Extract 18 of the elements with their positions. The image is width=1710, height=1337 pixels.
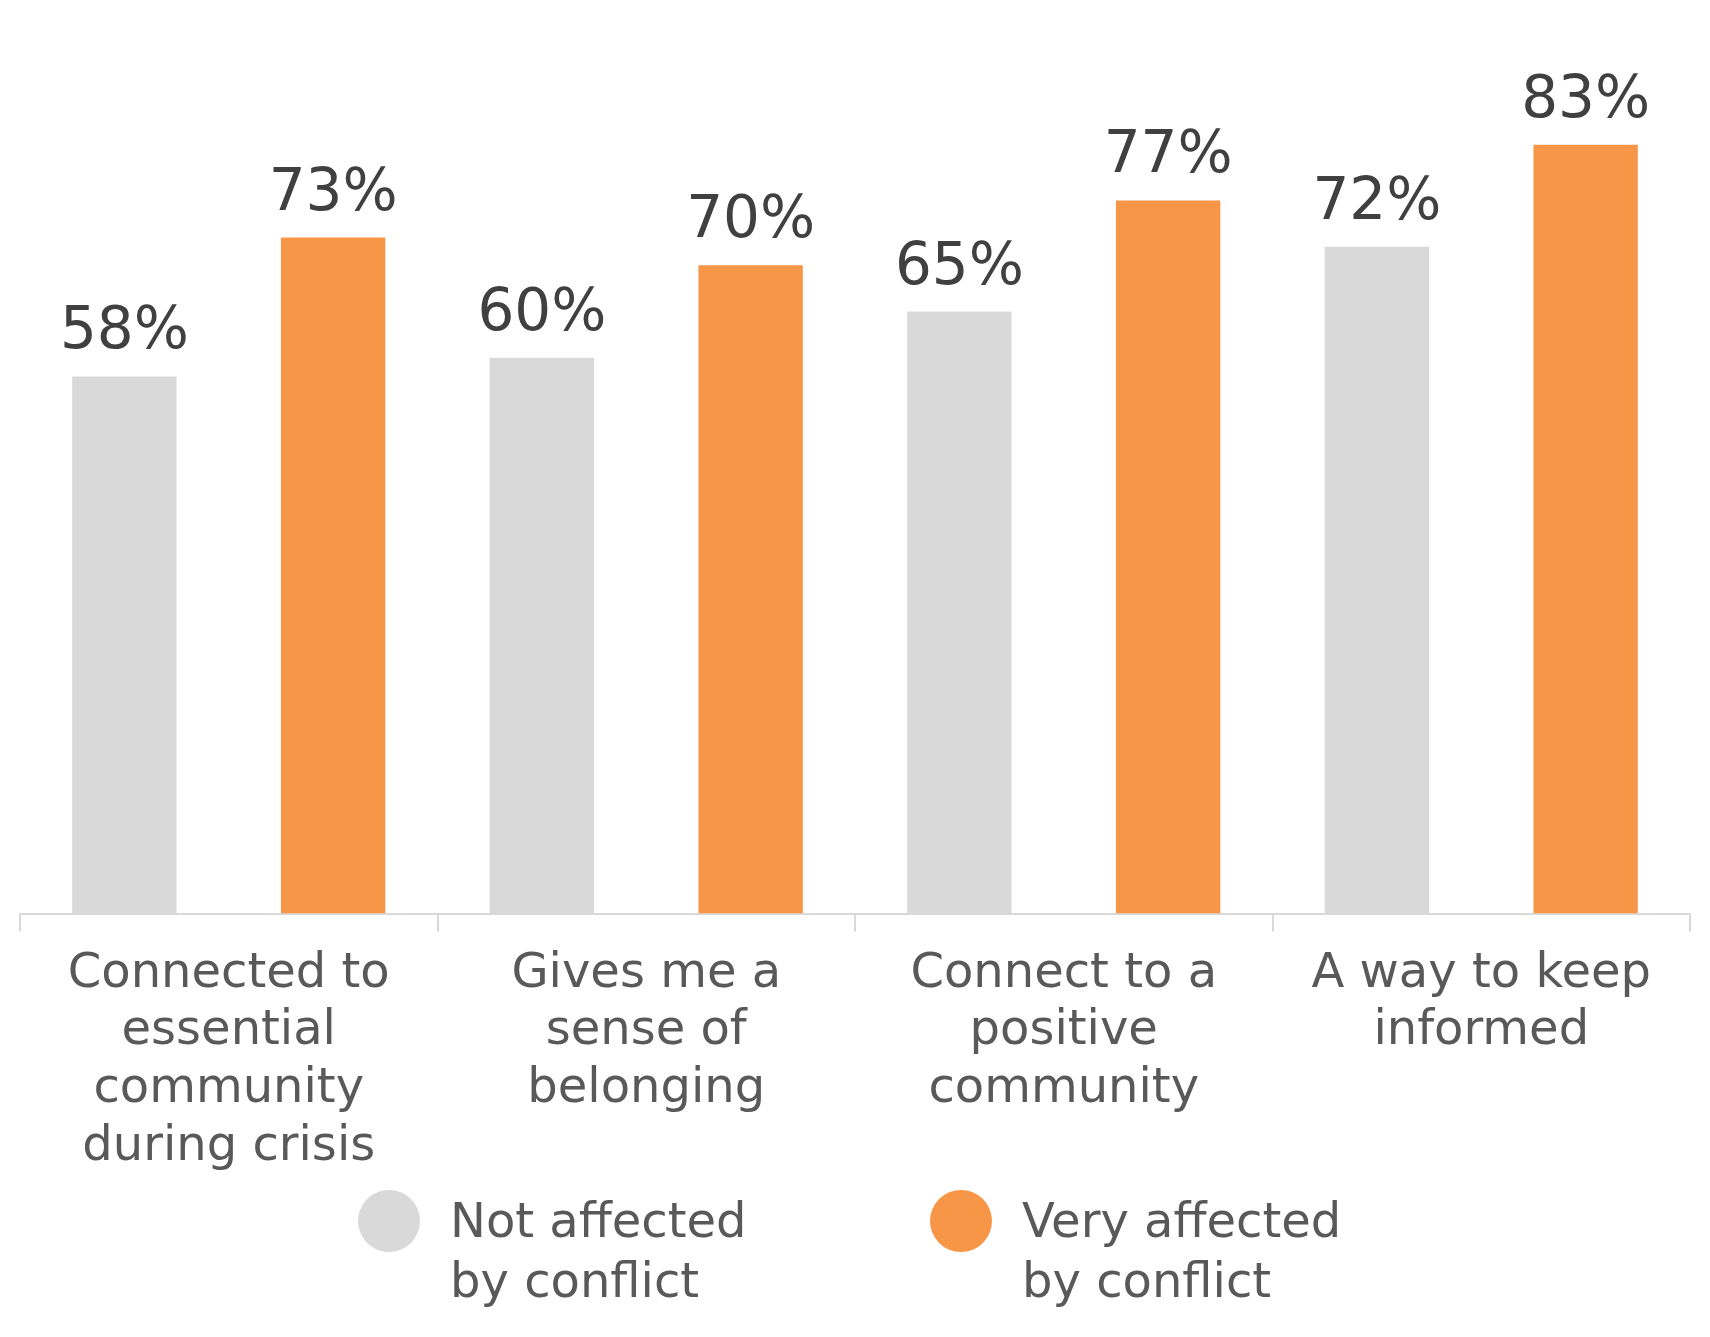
x-tick-label: A way to keep informed — [1311, 941, 1651, 1056]
x-tick-label: Connect to a positive community — [910, 941, 1218, 1114]
data-label: 72% — [1312, 164, 1442, 233]
data-label: 83% — [1521, 62, 1651, 131]
legend-label: Not affected by conflict — [450, 1191, 748, 1310]
x-tick-label: Gives me a sense of belonging — [511, 941, 782, 1114]
bar — [698, 265, 803, 914]
data-label: 73% — [268, 155, 398, 224]
data-label: 65% — [894, 229, 1024, 298]
data-label: 77% — [1103, 118, 1233, 187]
legend-label: Very affected by conflict — [1022, 1191, 1343, 1310]
x-tick-label: Connected to essential community during crisis — [67, 941, 390, 1171]
bar — [280, 237, 386, 914]
data-label: 58% — [59, 294, 189, 363]
data-label: 60% — [477, 275, 607, 344]
bar — [1533, 144, 1638, 914]
bar — [1115, 200, 1221, 914]
data-label: 70% — [686, 183, 816, 252]
